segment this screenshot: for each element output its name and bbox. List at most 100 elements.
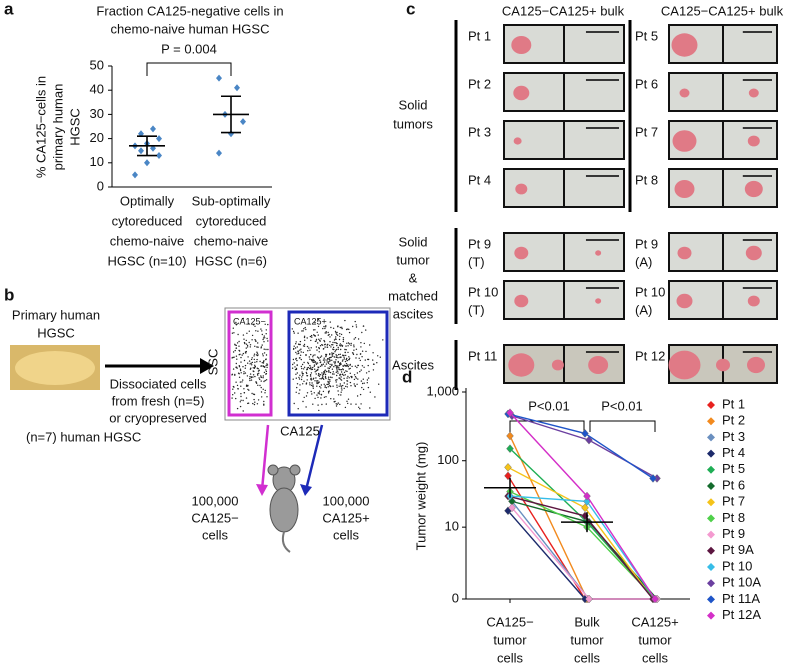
flow-dot bbox=[328, 390, 330, 392]
legend-marker bbox=[707, 465, 715, 474]
flow-dot bbox=[334, 361, 337, 363]
flow-dot bbox=[333, 356, 336, 358]
flow-dot bbox=[310, 347, 312, 349]
flow-dot bbox=[262, 337, 265, 339]
flow-dot bbox=[331, 364, 333, 367]
data-point bbox=[234, 84, 240, 92]
flow-dot bbox=[237, 372, 240, 374]
flow-dot bbox=[245, 397, 248, 399]
flow-dot bbox=[319, 345, 322, 347]
flow-dot bbox=[291, 367, 294, 369]
significance-bracket bbox=[146, 62, 232, 76]
flow-dot bbox=[301, 330, 303, 332]
flow-dot bbox=[322, 327, 324, 330]
flow-dot bbox=[360, 346, 362, 348]
flow-dot bbox=[377, 355, 379, 357]
flow-dot bbox=[235, 321, 237, 324]
flow-dot bbox=[252, 367, 254, 369]
flow-dot bbox=[305, 328, 307, 331]
flow-dot bbox=[307, 361, 309, 364]
flow-dot bbox=[342, 359, 344, 361]
y-axis-label: Tumor weight (mg) bbox=[413, 442, 428, 551]
data-point bbox=[651, 594, 659, 604]
sample-label: Pt 11 bbox=[468, 348, 497, 363]
flow-dot bbox=[262, 375, 264, 377]
series-line bbox=[507, 413, 654, 479]
flow-dot bbox=[310, 384, 313, 387]
flow-dot bbox=[260, 376, 262, 379]
flow-dot bbox=[341, 327, 343, 330]
flow-dot bbox=[242, 410, 244, 412]
flow-dot bbox=[323, 383, 325, 385]
flow-dot bbox=[336, 370, 338, 372]
legend-label: Pt 3 bbox=[722, 429, 745, 444]
flow-dot bbox=[318, 351, 320, 353]
flow-dot bbox=[257, 384, 259, 386]
legend-marker bbox=[707, 498, 715, 507]
legend-label: Pt 11A bbox=[722, 591, 760, 606]
flow-dot bbox=[324, 359, 326, 361]
flow-dot bbox=[308, 347, 310, 349]
significance-bracket bbox=[509, 420, 585, 432]
data-point bbox=[585, 435, 593, 445]
sample-label: Pt 4 bbox=[468, 172, 491, 187]
flow-dot bbox=[358, 406, 360, 408]
flow-dot bbox=[315, 363, 318, 365]
flow-dot bbox=[265, 370, 268, 373]
flow-dot bbox=[303, 368, 305, 370]
legend-label: Pt 7 bbox=[722, 494, 745, 509]
x-tick-label: tumor bbox=[493, 632, 527, 647]
flow-dot bbox=[325, 403, 327, 405]
sample-label: (T) bbox=[468, 302, 485, 317]
flow-dot bbox=[318, 390, 321, 392]
flow-dot bbox=[359, 359, 361, 362]
label: CA125− bbox=[191, 510, 238, 525]
flow-dot bbox=[334, 341, 336, 344]
flow-dot bbox=[340, 379, 343, 381]
legend-label: Pt 8 bbox=[722, 510, 745, 525]
data-point bbox=[216, 74, 222, 82]
photos bbox=[503, 24, 778, 384]
group-label: & bbox=[409, 270, 418, 285]
flow-dot bbox=[254, 340, 257, 342]
flow-dot bbox=[338, 385, 340, 387]
label: Primary human bbox=[12, 307, 100, 322]
flow-dot bbox=[322, 348, 325, 350]
flow-dot bbox=[310, 378, 312, 380]
sample-label: Pt 10 bbox=[468, 284, 498, 299]
flow-dot bbox=[309, 364, 311, 367]
flow-dot bbox=[256, 354, 259, 357]
legend-marker bbox=[707, 417, 715, 426]
flow-dot bbox=[296, 383, 299, 385]
flow-dot bbox=[236, 342, 239, 344]
flow-dot bbox=[295, 343, 297, 345]
flow-dot bbox=[260, 347, 262, 349]
flow-dot bbox=[329, 321, 331, 323]
flow-dot bbox=[327, 381, 329, 383]
flow-dot bbox=[253, 403, 256, 406]
flow-dot bbox=[340, 394, 342, 396]
flow-dot bbox=[249, 363, 251, 365]
flow-dot bbox=[250, 362, 252, 364]
flow-dot bbox=[340, 369, 343, 371]
flow-dot bbox=[337, 346, 339, 349]
flow-dot bbox=[345, 349, 347, 351]
flow-dot bbox=[328, 371, 330, 373]
flow-dot bbox=[305, 406, 307, 408]
flow-dot bbox=[335, 349, 337, 351]
flow-dot bbox=[238, 345, 240, 347]
flow-dot bbox=[359, 408, 361, 410]
flow-dot bbox=[322, 373, 324, 375]
flow-dot bbox=[305, 395, 308, 397]
flow-dot bbox=[357, 378, 359, 380]
flow-dot bbox=[343, 358, 346, 360]
flow-dot bbox=[328, 383, 330, 385]
flow-dot bbox=[361, 350, 364, 352]
data-point bbox=[506, 444, 514, 454]
flow-dot bbox=[325, 325, 327, 327]
flow-dot bbox=[319, 385, 321, 388]
flow-dot bbox=[337, 402, 339, 404]
flow-dot bbox=[263, 341, 265, 343]
flow-dot bbox=[329, 371, 332, 374]
flow-dot bbox=[249, 379, 251, 382]
